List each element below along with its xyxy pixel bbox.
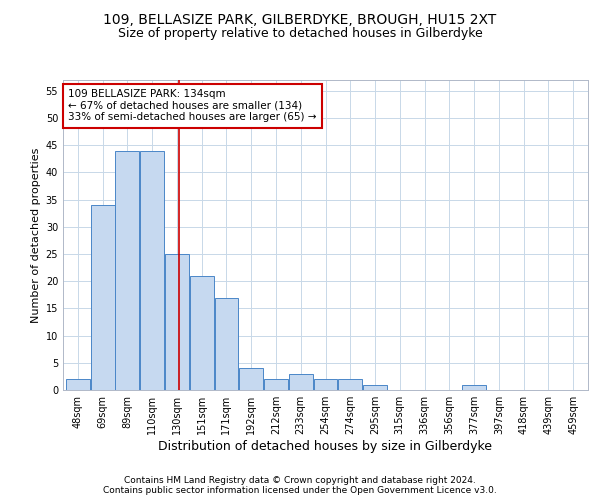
- Bar: [462, 384, 486, 390]
- Bar: [190, 276, 214, 390]
- Bar: [363, 384, 387, 390]
- Text: 109 BELLASIZE PARK: 134sqm
← 67% of detached houses are smaller (134)
33% of sem: 109 BELLASIZE PARK: 134sqm ← 67% of deta…: [68, 90, 317, 122]
- Bar: [338, 379, 362, 390]
- Bar: [140, 150, 164, 390]
- Bar: [314, 379, 337, 390]
- Bar: [165, 254, 189, 390]
- Y-axis label: Number of detached properties: Number of detached properties: [31, 148, 41, 322]
- Bar: [91, 205, 115, 390]
- Bar: [115, 150, 139, 390]
- Bar: [289, 374, 313, 390]
- Text: Contains public sector information licensed under the Open Government Licence v3: Contains public sector information licen…: [103, 486, 497, 495]
- Text: 109, BELLASIZE PARK, GILBERDYKE, BROUGH, HU15 2XT: 109, BELLASIZE PARK, GILBERDYKE, BROUGH,…: [103, 12, 497, 26]
- X-axis label: Distribution of detached houses by size in Gilberdyke: Distribution of detached houses by size …: [158, 440, 493, 453]
- Bar: [66, 379, 90, 390]
- Text: Contains HM Land Registry data © Crown copyright and database right 2024.: Contains HM Land Registry data © Crown c…: [124, 476, 476, 485]
- Bar: [215, 298, 238, 390]
- Text: Size of property relative to detached houses in Gilberdyke: Size of property relative to detached ho…: [118, 28, 482, 40]
- Bar: [239, 368, 263, 390]
- Bar: [264, 379, 288, 390]
